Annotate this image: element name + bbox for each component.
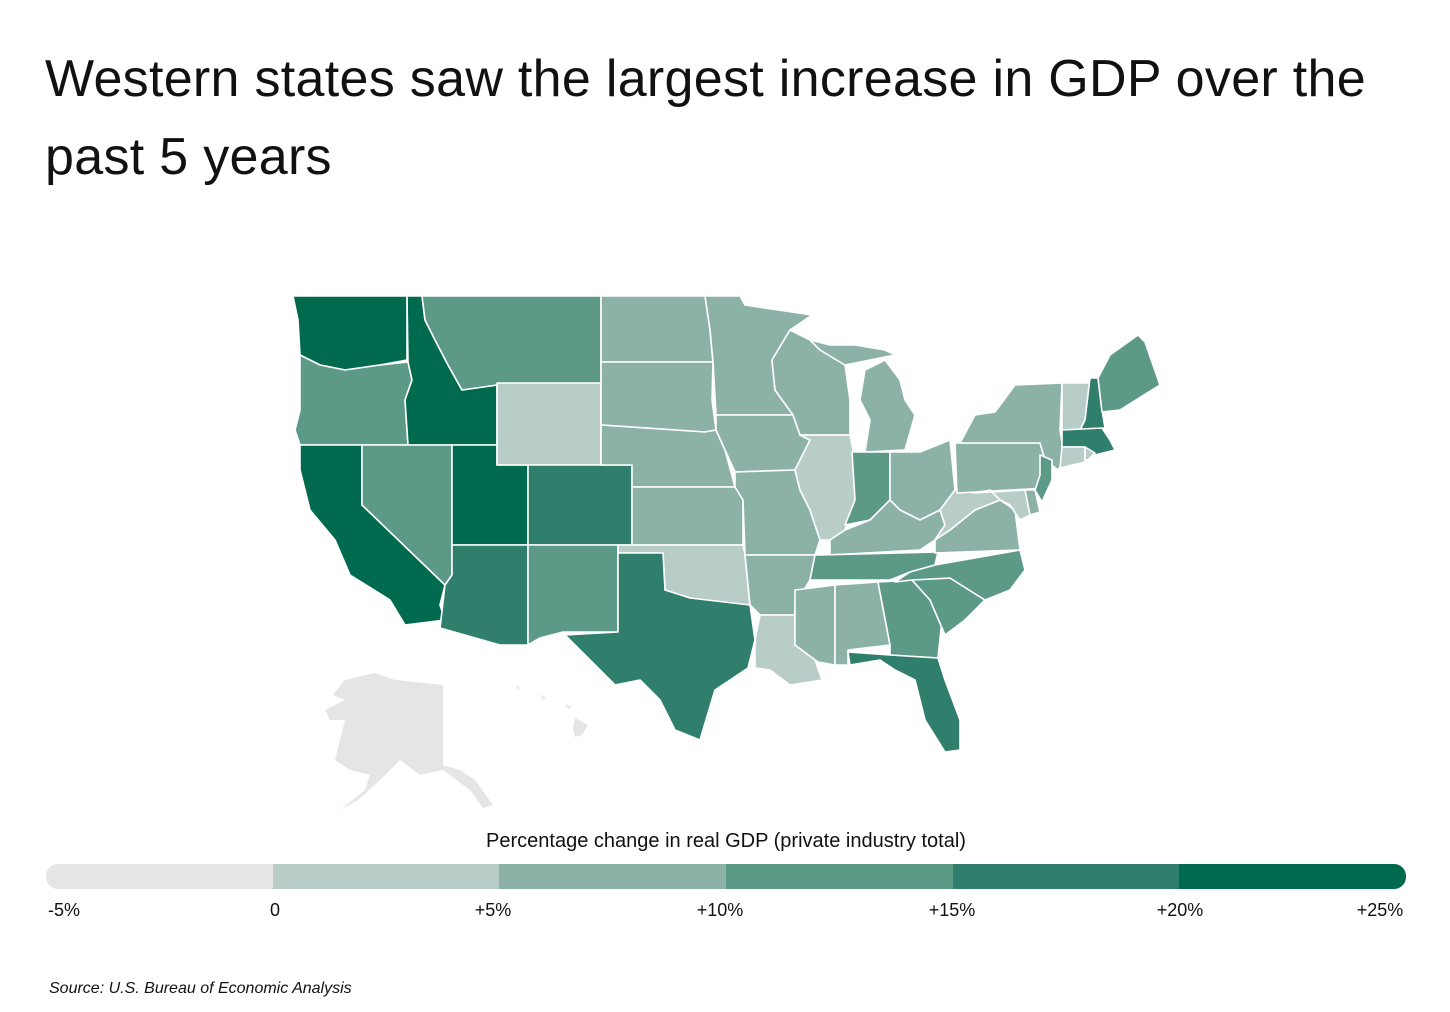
state-wy	[496, 382, 602, 466]
state-shape	[540, 694, 546, 700]
legend-tick-label: -5%	[47, 900, 81, 920]
state-shape	[1034, 454, 1053, 503]
state-ks	[631, 486, 744, 546]
state-ct	[1059, 446, 1086, 469]
legend-tick-label: 0	[269, 900, 281, 920]
state-me	[1097, 334, 1161, 413]
state-shape	[859, 359, 916, 453]
state-co	[527, 464, 633, 546]
state-wi	[771, 329, 851, 436]
legend-tick-label: +20%	[1156, 900, 1204, 920]
state-shape	[564, 552, 756, 741]
state-shape	[439, 544, 529, 646]
legend-bin	[952, 864, 1180, 889]
state-shape	[631, 486, 744, 546]
legend-bin	[46, 864, 273, 889]
state-hi	[516, 685, 588, 737]
state-shape	[1059, 446, 1086, 469]
legend-bin	[1179, 864, 1406, 889]
source-note: Source: U.S. Bureau of Economic Analysis	[49, 980, 352, 997]
state-shape	[294, 354, 413, 446]
state-shape	[894, 549, 1026, 601]
state-nj	[1034, 454, 1053, 503]
state-wa	[292, 295, 408, 371]
state-or	[294, 354, 413, 446]
legend-tick-label: +10%	[696, 900, 744, 920]
state-pa	[954, 442, 1049, 494]
state-ri	[1084, 446, 1096, 461]
state-shape	[771, 329, 851, 436]
state-shape	[600, 295, 714, 363]
state-shape	[325, 673, 493, 810]
state-nc	[894, 549, 1026, 601]
state-shape	[959, 382, 1066, 471]
legend-bin	[272, 864, 500, 889]
legend-tick-label: +5%	[474, 900, 512, 920]
state-nd	[600, 295, 714, 363]
state-shape	[954, 442, 1049, 494]
legend-bin	[726, 864, 953, 889]
state-fl	[847, 651, 961, 753]
state-az	[439, 544, 529, 646]
state-nm	[527, 544, 619, 646]
state-shape	[1084, 446, 1096, 461]
state-shape	[809, 339, 896, 366]
state-ny	[959, 382, 1066, 471]
state-shape	[565, 704, 572, 709]
state-tx	[564, 552, 756, 741]
state-shape	[809, 551, 939, 581]
legend-tick-label: +15%	[928, 900, 976, 920]
state-shape	[527, 544, 619, 646]
state-shape	[1097, 334, 1161, 413]
state-de	[1024, 489, 1041, 516]
legend-bin	[499, 864, 727, 889]
state-mi	[809, 339, 916, 453]
state-shape	[527, 464, 633, 546]
state-shape	[292, 295, 408, 371]
legend-title: Percentage change in real GDP (private i…	[486, 830, 966, 852]
state-shape	[847, 651, 961, 753]
state-ak	[325, 673, 493, 810]
state-sd	[600, 361, 717, 433]
state-shape	[516, 685, 520, 691]
state-shape	[1024, 489, 1041, 516]
state-tn	[809, 551, 939, 581]
state-shape	[573, 718, 588, 737]
legend-tick-label: +25%	[1356, 900, 1404, 920]
state-shape	[496, 382, 602, 466]
chart-title: Western states saw the largest increase …	[45, 50, 1366, 186]
legend-color-scale	[46, 864, 1406, 889]
state-shape	[600, 361, 717, 433]
